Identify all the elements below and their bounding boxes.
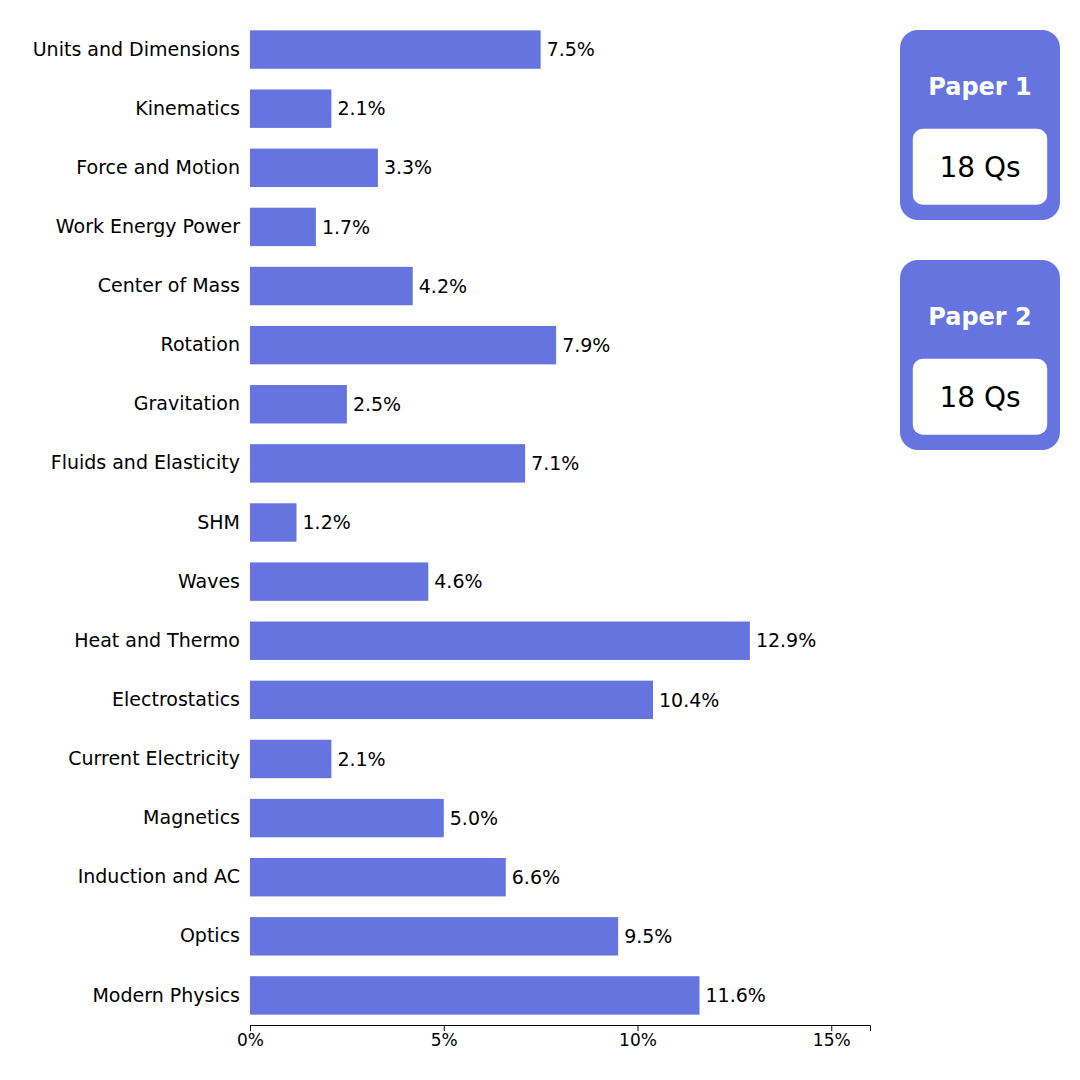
x-tick-label: 5% [431, 1030, 458, 1050]
bar [250, 976, 700, 1014]
data-label: 3.3% [384, 156, 432, 178]
y-tick: Force and Motion [76, 156, 250, 178]
y-tick-label: Waves [178, 570, 240, 592]
x-tick: 0% [237, 1025, 264, 1050]
y-tick-label: SHM [197, 511, 240, 533]
annotation-sub-bg [913, 129, 1047, 205]
y-tick: Rotation [161, 333, 250, 355]
bar [250, 562, 428, 600]
y-tick: Work Energy Power [56, 215, 250, 237]
data-label: 1.2% [303, 511, 351, 533]
bars [250, 30, 750, 1014]
annotation-box: Paper 2 18 Qs [900, 260, 1060, 450]
data-label: 2.1% [337, 748, 385, 770]
bar [250, 740, 331, 778]
y-tick: Modern Physics [92, 984, 250, 1006]
bar [250, 385, 347, 423]
y-tick-label: Induction and AC [78, 865, 240, 887]
y-tick-label: Rotation [161, 333, 240, 355]
y-tick: Fluids and Elasticity [51, 451, 250, 473]
plot: 0% 5% 10% 15% Units and Dimensions Kinematics… [33, 30, 871, 1050]
y-tick-label: Current Electricity [68, 747, 240, 769]
data-label: 1.7% [322, 216, 370, 238]
x-tick-label: 0% [237, 1030, 264, 1050]
bar [250, 326, 556, 364]
x-tick-label: 15% [813, 1030, 851, 1050]
chart: 0% 5% 10% 15% Units and Dimensions Kinematics… [0, 0, 1080, 1080]
bar [250, 149, 378, 187]
y-tick-label: Heat and Thermo [74, 629, 240, 651]
data-label: 5.0% [450, 807, 498, 829]
bar [250, 208, 316, 246]
data-label: 7.1% [531, 452, 579, 474]
x-axis: 0% 5% 10% 15% [237, 1025, 870, 1050]
y-tick: Induction and AC [78, 865, 250, 887]
annotation-title: Paper 1 [928, 73, 1032, 101]
y-tick-label: Kinematics [135, 97, 240, 119]
bar [250, 444, 525, 482]
y-tick-label: Electrostatics [112, 688, 240, 710]
data-label: 4.6% [434, 570, 482, 592]
data-label: 12.9% [756, 629, 816, 651]
data-labels: 7.5% 2.1% 3.3% 1.7% 4.2% 7.9% 2.5% 7.1% 1.2% 4.6%… [303, 38, 817, 1006]
y-tick: Current Electricity [68, 747, 250, 769]
y-tick-label: Units and Dimensions [33, 38, 240, 60]
y-tick: Center of Mass [98, 274, 250, 296]
data-label: 9.5% [624, 925, 672, 947]
bar [250, 799, 444, 837]
y-tick-label: Work Energy Power [56, 215, 240, 237]
y-tick: Heat and Thermo [74, 629, 250, 651]
y-tick: Kinematics [135, 97, 250, 119]
annotation-title: Paper 2 [928, 303, 1032, 331]
y-tick: Magnetics [143, 806, 250, 828]
data-label: 2.1% [337, 97, 385, 119]
y-tick: Waves [178, 570, 250, 592]
bar [250, 858, 506, 896]
y-tick-label: Gravitation [134, 392, 240, 414]
annotation-text: 18 Qs [939, 151, 1020, 184]
data-label: 11.6% [706, 984, 766, 1006]
x-tick: 15% [813, 1025, 851, 1050]
y-tick-label: Modern Physics [92, 984, 240, 1006]
y-tick-label: Center of Mass [98, 274, 240, 296]
bar [250, 681, 653, 719]
bar [250, 622, 750, 660]
bar [250, 30, 541, 68]
data-label: 7.5% [547, 38, 595, 60]
bar [250, 503, 297, 541]
bar [250, 267, 413, 305]
y-tick: Electrostatics [112, 688, 250, 710]
annotation-box-bg [900, 30, 1060, 220]
x-axis-line [251, 1026, 871, 1032]
data-label: 4.2% [419, 275, 467, 297]
y-tick-label: Force and Motion [76, 156, 240, 178]
y-tick-label: Optics [180, 924, 240, 946]
x-tick: 5% [431, 1025, 458, 1050]
y-tick: SHM [197, 511, 250, 533]
y-tick: Units and Dimensions [33, 38, 250, 60]
annotation-text: 18 Qs [939, 381, 1020, 414]
data-label: 10.4% [659, 689, 719, 711]
annotation-sub-bg [913, 359, 1047, 435]
y-tick: Gravitation [134, 392, 250, 414]
annotation-box: Paper 1 18 Qs [900, 30, 1060, 220]
bar [250, 917, 618, 955]
annotation-box-bg [900, 260, 1060, 450]
y-tick-label: Magnetics [143, 806, 240, 828]
x-tick-label: 10% [619, 1030, 657, 1050]
data-label: 7.9% [562, 334, 610, 356]
y-axis: Units and Dimensions Kinematics Force and … [33, 38, 250, 1006]
data-label: 6.6% [512, 866, 560, 888]
x-tick: 10% [619, 1025, 657, 1050]
data-label: 2.5% [353, 393, 401, 415]
y-tick: Optics [180, 924, 250, 946]
y-tick-label: Fluids and Elasticity [51, 451, 240, 473]
bar [250, 89, 331, 127]
